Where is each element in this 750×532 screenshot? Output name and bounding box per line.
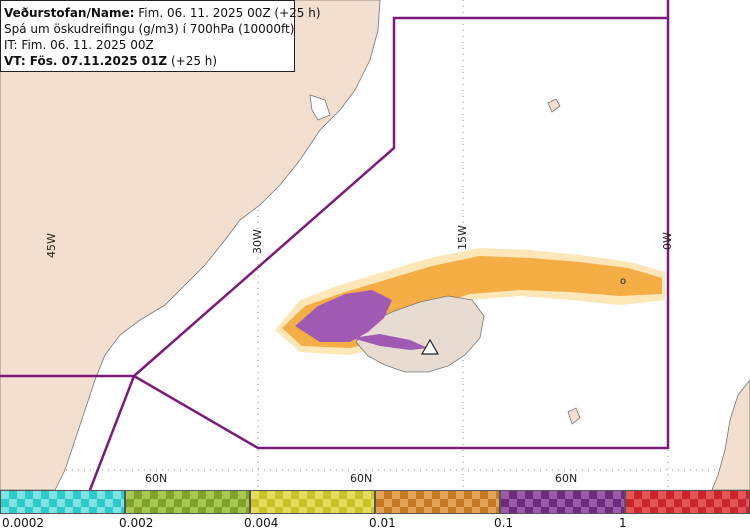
lon-label-0w: 0W	[661, 232, 674, 250]
svalbard-island	[547, 98, 561, 113]
concentration-legend: 0.0002 0.002 0.004 0.01 0.1 1	[0, 490, 750, 532]
greenland-fjord	[309, 94, 331, 121]
info-name-label: Veðurstofan/Name:	[4, 6, 135, 20]
legend-swatch-2	[250, 490, 375, 514]
fir-boundary	[0, 0, 670, 490]
forecast-info-box: Veðurstofan/Name: Fim. 06. 11. 2025 00Z …	[0, 0, 321, 72]
legend-tick-label-2: 0.004	[244, 516, 279, 530]
map-canvas: o	[0, 0, 750, 490]
legend-swatch-0	[0, 490, 125, 514]
lon-label-45w: 45W	[45, 233, 58, 258]
lat-label-60n-2: 60N	[350, 472, 373, 485]
legend-tick-label-4: 0.1	[494, 516, 514, 530]
info-line-valid-time: VT: Fös. 07.11.2025 01Z (+25 h)	[4, 53, 291, 69]
legend-swatch-3	[375, 490, 500, 514]
lon-label-30w: 30W	[251, 229, 264, 254]
iceland-land	[355, 295, 485, 373]
volcano-triangle-icon	[420, 338, 440, 355]
info-line-initial-time: IT: Fim. 06. 11. 2025 00Z	[4, 38, 154, 52]
legend-swatch-5	[625, 490, 750, 514]
fir-boundary-north	[0, 0, 670, 378]
lat-label-60n-1: 60N	[145, 472, 168, 485]
fir-boundary-south	[133, 18, 670, 450]
legend-swatch-4	[500, 490, 625, 514]
info-line-description: Spá um öskudreifingu (g/m3) í 700hPa (10…	[4, 22, 295, 36]
norway-land	[711, 379, 750, 490]
ash-plume-purple-tail	[352, 334, 428, 350]
greenland-land	[0, 0, 381, 490]
info-valid-value: (+25 h)	[170, 54, 218, 68]
info-line-name: Veðurstofan/Name: Fim. 06. 11. 2025 00Z …	[4, 5, 321, 21]
legend-tick-label-1: 0.002	[119, 516, 154, 530]
info-name-value: Fim. 06. 11. 2025 00Z (+25 h)	[138, 6, 321, 20]
faroe-island	[567, 407, 581, 425]
info-valid-label: VT: Fös. 07.11.2025 01Z	[4, 54, 168, 68]
forecast-marker: o	[620, 276, 626, 287]
legend-swatch-1	[125, 490, 250, 514]
fir-boundary-west	[88, 375, 136, 490]
legend-tick-label-3: 0.01	[369, 516, 396, 530]
lat-label-60n-3: 60N	[555, 472, 578, 485]
legend-tick-label-5: 1	[619, 516, 627, 530]
legend-tick-label-0: 0.0002	[2, 516, 44, 530]
ash-plume-purple	[295, 290, 392, 342]
lon-label-15w: 15W	[456, 225, 469, 250]
